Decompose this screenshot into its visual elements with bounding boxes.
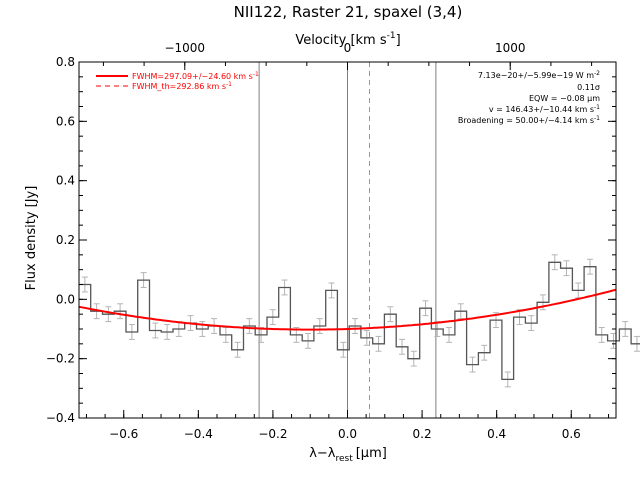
legend-item-fit-sup: -1 bbox=[253, 71, 259, 78]
fit-line bbox=[78, 288, 617, 331]
legend-item-fit-text: FWHM=297.09+/−24.60 km s bbox=[132, 72, 253, 81]
annotation-significance: 0.11σ bbox=[577, 83, 600, 92]
y-tick-label: −0.2 bbox=[46, 352, 75, 366]
legend: FWHM=297.09+/−24.60 km s-1 FWHM_th=292.8… bbox=[96, 71, 259, 91]
x-tick-label: 0.2 bbox=[413, 427, 432, 441]
vertical-lines bbox=[258, 62, 437, 418]
fit-curve bbox=[78, 288, 617, 331]
axes bbox=[78, 61, 617, 419]
x-tick-label: −0.4 bbox=[184, 427, 213, 441]
fit-annotations: 7.13e−20+/−5.99e−19 W m-2 0.11σ EQW = −0… bbox=[458, 70, 600, 125]
legend-item-thermal-text: FWHM_th=292.86 km s bbox=[132, 82, 226, 91]
x-tick-label: 0.6 bbox=[562, 427, 581, 441]
y-tick-label: 0.8 bbox=[56, 55, 75, 69]
annotation-flux-text: 7.13e−20+/−5.99e−19 W m bbox=[478, 71, 594, 80]
legend-item-fit: FWHM=297.09+/−24.60 km s-1 bbox=[132, 71, 259, 81]
top-axis-label: Velocity [km s-1] bbox=[295, 31, 400, 48]
annotation-velocity-text: v = 146.43+/−10.44 km s bbox=[489, 105, 594, 114]
annotation-flux-sup: -2 bbox=[594, 70, 600, 77]
y-tick-label: 0.6 bbox=[56, 114, 75, 128]
annotation-broadening-text: Broadening = 50.00+/−4.14 km s bbox=[458, 116, 594, 125]
x-tick-label: −0.2 bbox=[258, 427, 287, 441]
legend-item-thermal-sup: -1 bbox=[226, 81, 232, 88]
x-axis-label-unit: [μm] bbox=[356, 446, 387, 461]
y-tick-label: −0.4 bbox=[46, 411, 75, 425]
x-tick-label: −0.6 bbox=[109, 427, 138, 441]
annotation-broadening: Broadening = 50.00+/−4.14 km s-1 bbox=[458, 115, 600, 125]
x-tick-label: 0.0 bbox=[338, 427, 357, 441]
top-axis-label-end: ] bbox=[396, 33, 401, 48]
top-tick-label: 0 bbox=[344, 41, 352, 55]
y-tick-label: 0.2 bbox=[56, 233, 75, 247]
chart-title: NII122, Raster 21, spaxel (3,4) bbox=[234, 3, 463, 21]
y-axis-label: Flux density [Jy] bbox=[24, 186, 39, 291]
annotation-eqw: EQW = −0.08 μm bbox=[529, 94, 600, 103]
x-axis-label: λ−λrest [μm] bbox=[309, 446, 387, 464]
top-axis-label-sup: -1 bbox=[387, 31, 396, 41]
annotation-flux: 7.13e−20+/−5.99e−19 W m-2 bbox=[478, 70, 600, 80]
legend-item-thermal: FWHM_th=292.86 km s-1 bbox=[132, 81, 232, 91]
x-axis-label-text: λ−λ bbox=[309, 446, 336, 461]
y-tick-label: 0.4 bbox=[56, 174, 75, 188]
top-tick-label: −1000 bbox=[164, 41, 205, 55]
annotation-velocity-sup: -1 bbox=[594, 104, 600, 111]
tick-labels: −0.6 −0.4 −0.2 0.0 0.2 0.4 0.6 −0.4 −0.2 0.0 0.2 0.… bbox=[46, 41, 581, 441]
x-tick-label: 0.4 bbox=[487, 427, 506, 441]
annotation-broadening-sup: -1 bbox=[594, 115, 600, 122]
top-axis-label-text: Velocity [km s bbox=[295, 33, 387, 48]
x-axis-label-sub: rest bbox=[335, 454, 353, 464]
y-tick-label: 0.0 bbox=[56, 292, 75, 306]
annotation-velocity: v = 146.43+/−10.44 km s-1 bbox=[489, 104, 600, 114]
top-tick-label: 1000 bbox=[495, 41, 526, 55]
